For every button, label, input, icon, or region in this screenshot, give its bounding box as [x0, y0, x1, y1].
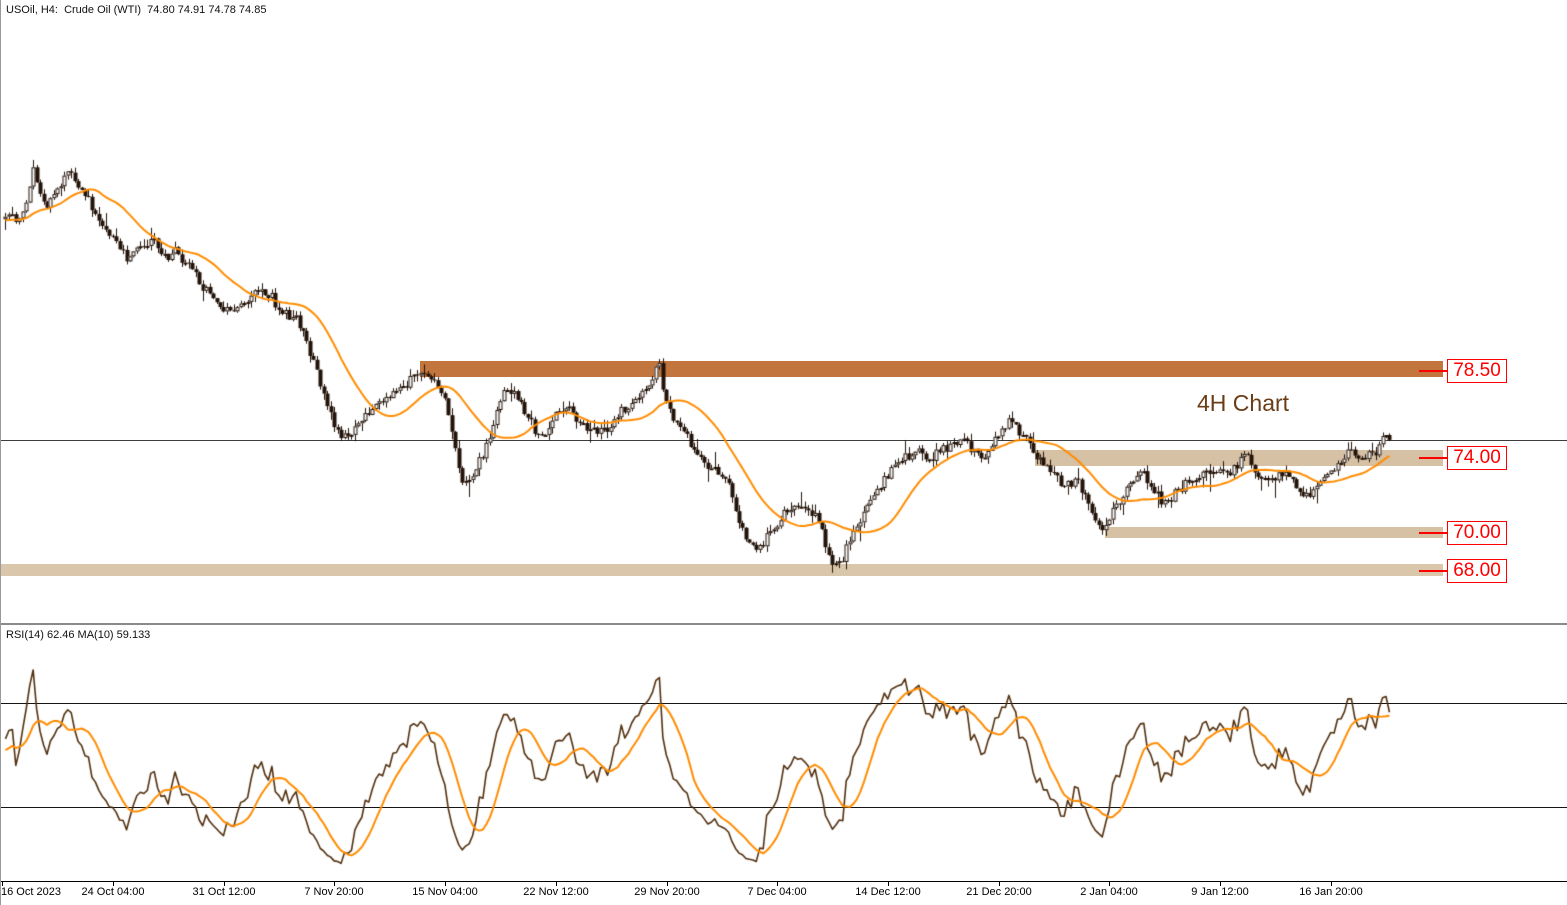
time-axis-tick	[999, 882, 1000, 886]
time-axis-tick	[113, 882, 114, 886]
time-axis-label: 15 Nov 04:00	[412, 886, 478, 898]
time-axis-label: 31 Oct 12:00	[192, 886, 256, 898]
time-axis-tick	[334, 882, 335, 886]
price-label-connector-70.00	[1419, 532, 1448, 534]
time-axis-tick	[224, 882, 225, 886]
time-axis-label: 9 Jan 12:00	[1191, 886, 1249, 898]
rsi-indicator-header: RSI(14) 62.46 MA(10) 59.133	[6, 629, 151, 641]
time-axis-label: 24 Oct 04:00	[81, 886, 145, 898]
annotation-4h-chart: 4H Chart	[1197, 390, 1290, 416]
time-axis-label: 7 Nov 20:00	[304, 886, 364, 898]
price-level-label-68.00: 68.00	[1447, 559, 1507, 583]
panel-separator[interactable]	[0, 623, 1567, 625]
time-axis-label: 2 Jan 04:00	[1080, 886, 1138, 898]
rsi-indicator-canvas[interactable]	[0, 626, 1567, 881]
price-level-label-70.00: 70.00	[1447, 521, 1507, 545]
time-axis-label: 22 Nov 12:00	[523, 886, 589, 898]
price-level-label-78.50: 78.50	[1447, 359, 1507, 383]
time-axis-label: 7 Dec 04:00	[747, 886, 807, 898]
price-chart-canvas[interactable]	[0, 0, 1567, 624]
time-axis-label: 16 Oct 2023	[1, 886, 61, 898]
chart-left-border	[0, 0, 1, 905]
time-axis-tick	[1331, 882, 1332, 886]
time-axis-label: 21 Dec 20:00	[966, 886, 1032, 898]
time-axis-label: 14 Dec 12:00	[855, 886, 921, 898]
price-label-connector-68.00	[1419, 570, 1448, 572]
chart-symbol-header: USOil, H4: Crude Oil (WTI) 74.80 74.91 7…	[6, 4, 267, 16]
time-axis-tick	[777, 882, 778, 886]
price-level-label-74.00: 74.00	[1447, 446, 1507, 470]
time-axis-label: 16 Jan 20:00	[1299, 886, 1363, 898]
time-axis-label: 29 Nov 20:00	[634, 886, 700, 898]
time-axis-line	[0, 881, 1567, 882]
time-axis-tick	[2, 882, 3, 886]
price-label-connector-78.50	[1419, 370, 1448, 372]
time-axis-tick	[888, 882, 889, 886]
time-axis-tick	[667, 882, 668, 886]
time-axis-tick	[445, 882, 446, 886]
price-label-connector-74.00	[1419, 457, 1448, 459]
time-axis-tick	[1109, 882, 1110, 886]
time-axis-tick	[1220, 882, 1221, 886]
time-axis-tick	[556, 882, 557, 886]
